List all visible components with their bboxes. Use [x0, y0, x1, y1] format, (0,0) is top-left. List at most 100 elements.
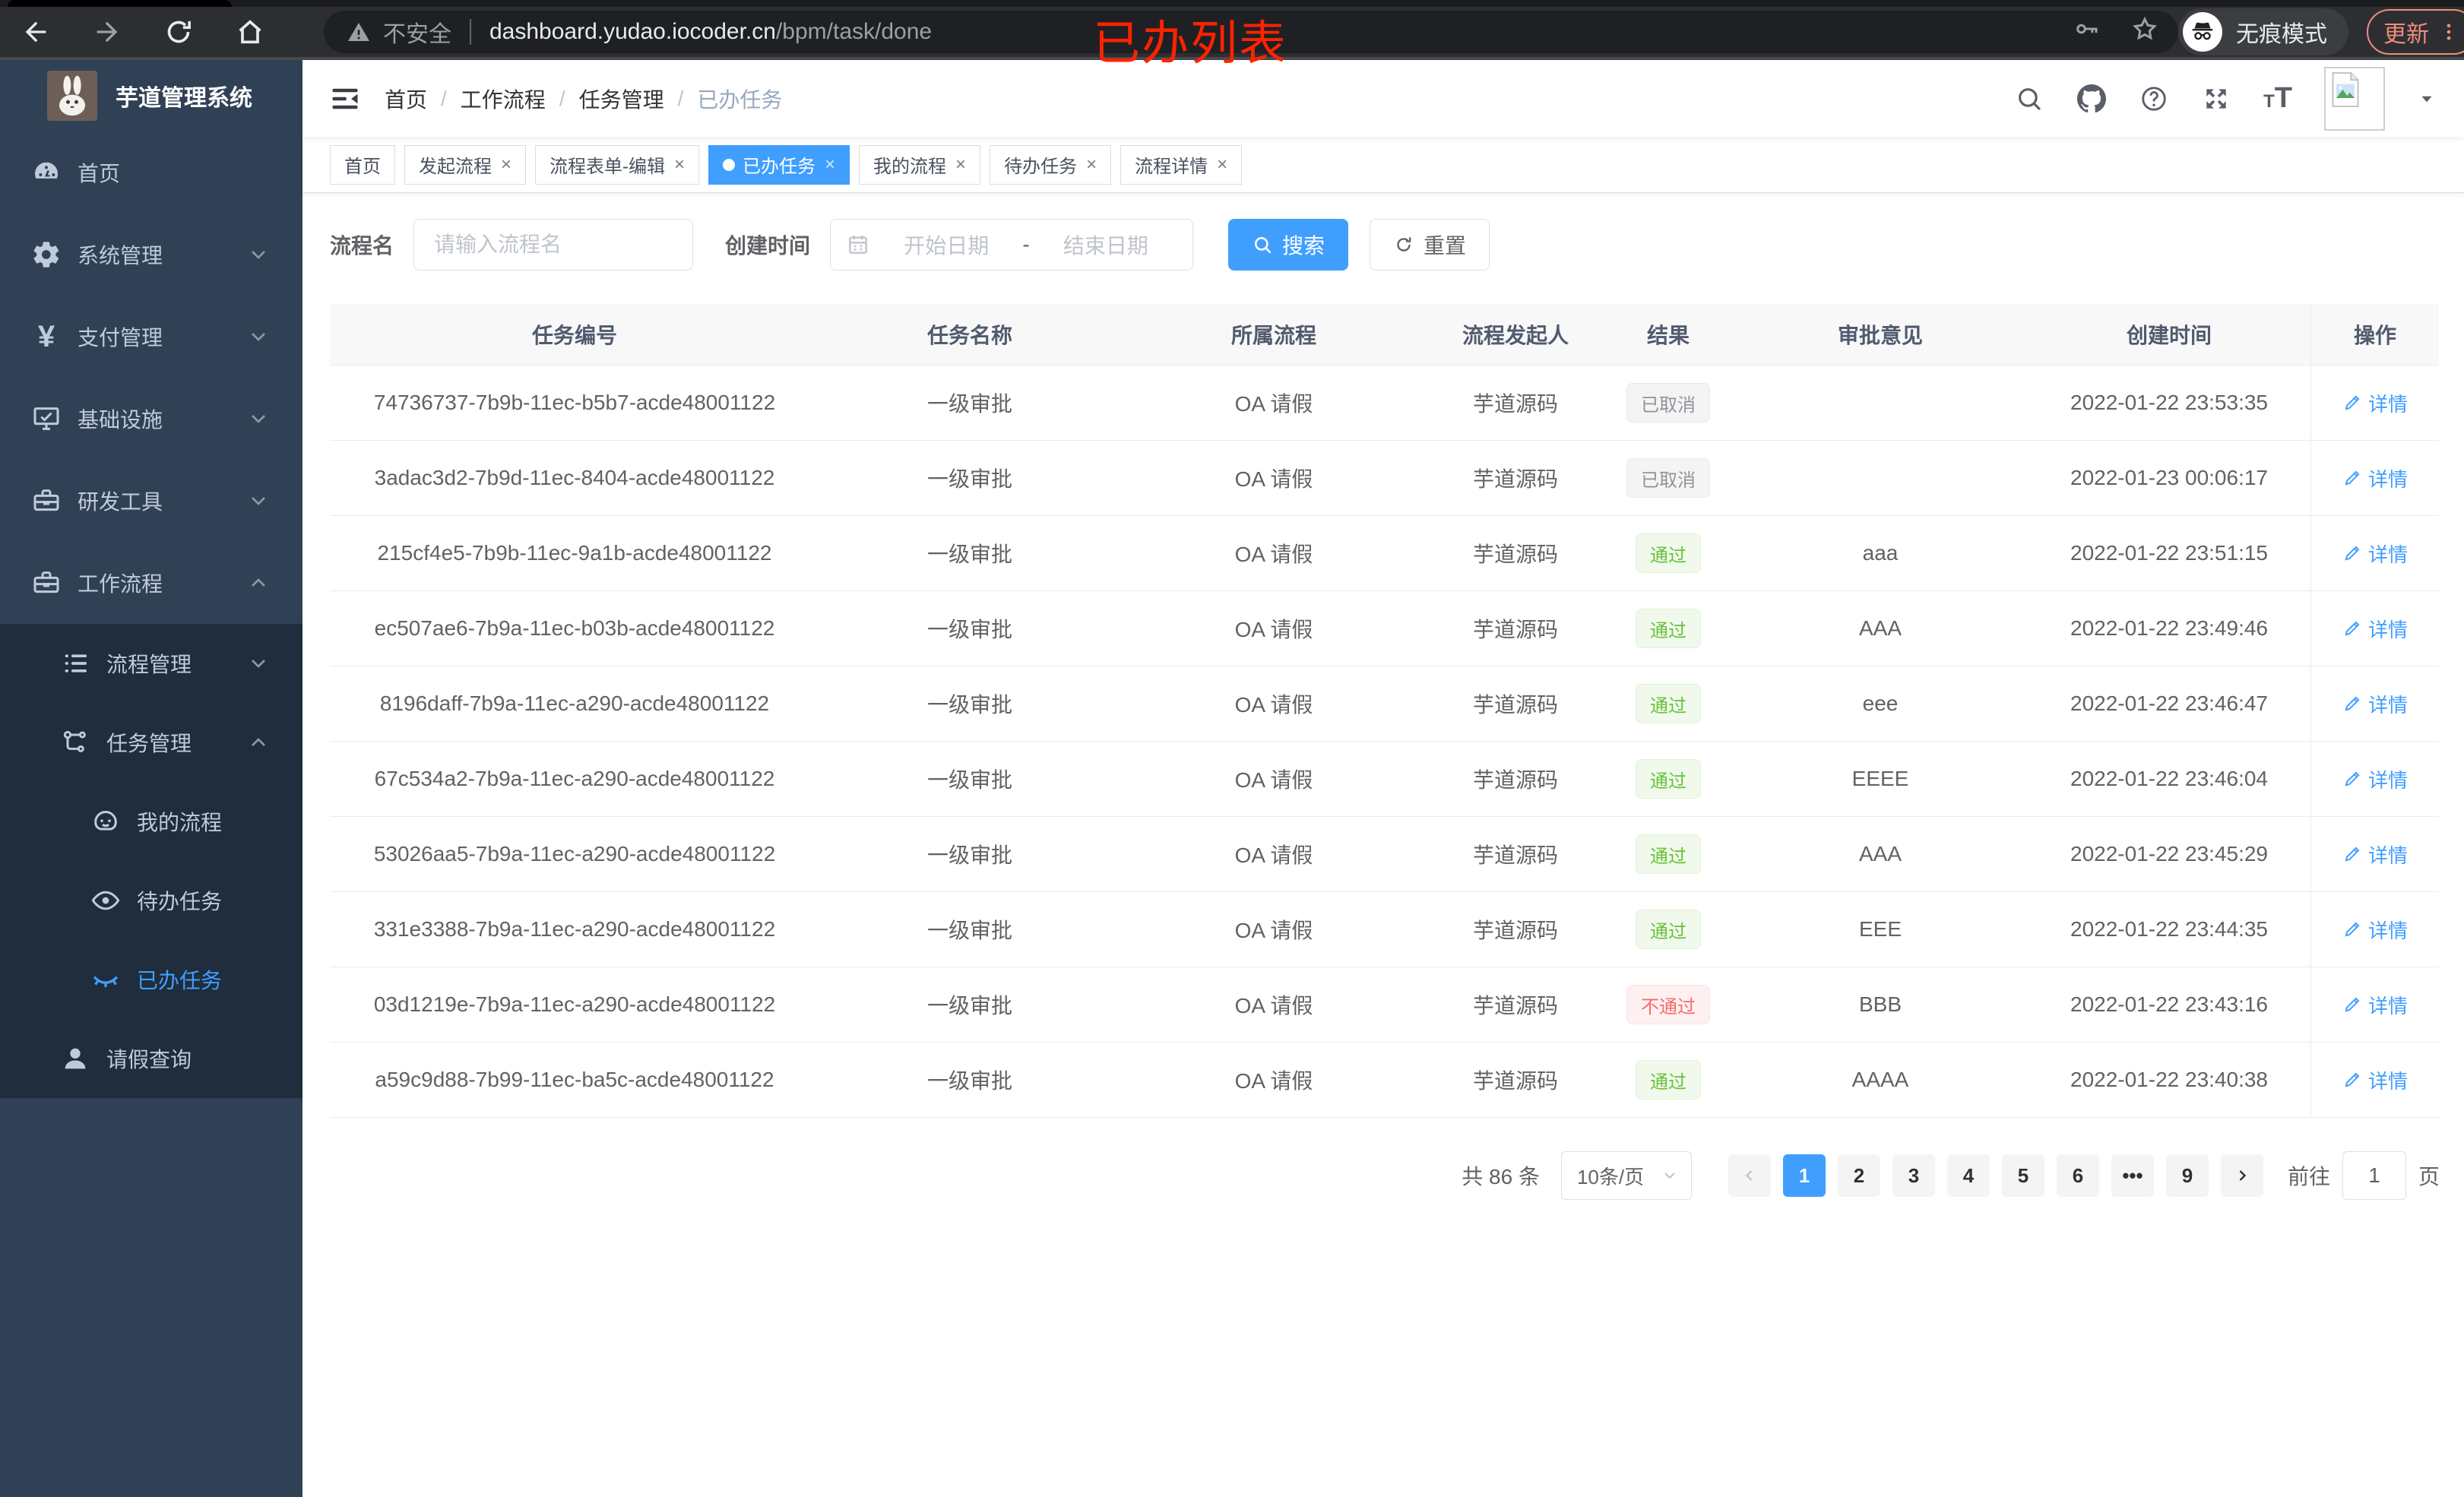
security-label[interactable]: 不安全 [383, 22, 451, 47]
detail-link[interactable]: 详情 [2342, 540, 2408, 568]
chevron-down-icon [246, 242, 271, 267]
sidebar-item-payment[interactable]: ¥ 支付管理 [0, 296, 302, 378]
help-icon[interactable] [2139, 84, 2169, 114]
breadcrumb-item-3[interactable]: 任务管理 [578, 87, 664, 112]
process-cell: OA 请假 [1234, 843, 1313, 867]
detail-link[interactable]: 详情 [2342, 916, 2408, 944]
tab-待办任务[interactable]: 待办任务 × [990, 144, 1112, 185]
reload-button[interactable] [163, 16, 195, 48]
starter-cell: 芋道源码 [1472, 618, 1558, 641]
search-button[interactable]: 搜索 [1228, 219, 1349, 271]
bookmark-star-icon[interactable] [2131, 15, 2158, 49]
detail-link[interactable]: 详情 [2342, 690, 2408, 718]
not-secure-warning-icon[interactable] [347, 20, 371, 44]
end-date-placeholder[interactable]: 结束日期 [1063, 234, 1148, 258]
page-button-9[interactable]: 9 [2165, 1154, 2209, 1197]
close-icon[interactable]: × [1086, 153, 1097, 175]
task-id-cell: 74736737-7b9b-11ec-b5b7-acde48001122 [373, 391, 776, 414]
page-button-4[interactable]: 4 [1946, 1154, 1990, 1197]
detail-link[interactable]: 详情 [2342, 1066, 2408, 1094]
sidebar-item-leave-query[interactable]: 请假查询 [0, 1019, 302, 1098]
next-page-button[interactable] [2220, 1154, 2263, 1197]
sidebar-item-system[interactable]: 系统管理 [0, 214, 302, 296]
range-separator: - [1022, 233, 1030, 256]
detail-link[interactable]: 详情 [2342, 464, 2408, 492]
chevron-up-icon [246, 571, 271, 595]
tab-我的流程[interactable]: 我的流程 × [859, 144, 981, 185]
tab-发起流程[interactable]: 发起流程 × [404, 144, 527, 185]
gear-icon [30, 239, 62, 271]
detail-link[interactable]: 详情 [2342, 389, 2408, 417]
tab-首页[interactable]: 首页 [330, 144, 395, 185]
sidebar-item-my-process[interactable]: 我的流程 [0, 782, 302, 861]
date-range-picker[interactable]: 开始日期 - 结束日期 [830, 219, 1194, 271]
sidebar-item-task-mgmt[interactable]: 任务管理 [0, 703, 302, 782]
page-button-6[interactable]: 6 [2056, 1154, 2099, 1197]
font-size-icon[interactable]: TT [2263, 82, 2292, 114]
sidebar-collapse-icon[interactable] [328, 82, 362, 116]
close-icon[interactable]: × [825, 153, 836, 175]
sidebar-item-devtools[interactable]: 研发工具 [0, 460, 302, 542]
password-key-icon[interactable] [2073, 15, 2101, 49]
detail-link[interactable]: 详情 [2342, 615, 2408, 643]
page-button-5[interactable]: 5 [2001, 1154, 2044, 1197]
page-button-1[interactable]: 1 [1782, 1154, 1826, 1197]
close-icon[interactable]: × [674, 153, 686, 175]
search-icon[interactable] [2014, 84, 2044, 114]
sidebar-item-done-tasks[interactable]: 已办任务 [0, 940, 302, 1019]
home-button[interactable] [234, 16, 266, 48]
task-id-cell: 03d1219e-7b9a-11ec-a290-acde48001122 [373, 992, 776, 1016]
address-bar[interactable]: 不安全 dashboard.yudao.iocoder.cn/bpm/task/… [324, 11, 2178, 53]
table-row: 03d1219e-7b9a-11ec-a290-acde48001122 一级审批… [330, 967, 2439, 1043]
table-row: 331e3388-7b9a-11ec-a290-acde48001122 一级审批… [330, 892, 2439, 967]
close-icon[interactable]: × [501, 153, 512, 175]
sidebar-item-todo-tasks[interactable]: 待办任务 [0, 861, 302, 940]
fullscreen-icon[interactable] [2201, 84, 2231, 114]
process-name-input[interactable] [413, 219, 694, 271]
sidebar-logo-row[interactable]: 芋道管理系统 [0, 60, 302, 131]
page-button-2[interactable]: 2 [1837, 1154, 1880, 1197]
page-button-3[interactable]: 3 [1892, 1154, 1935, 1197]
close-icon[interactable]: × [955, 153, 967, 175]
starter-cell: 芋道源码 [1472, 919, 1558, 942]
detail-link[interactable]: 详情 [2342, 991, 2408, 1019]
table-row: 3adac3d2-7b9d-11ec-8404-acde48001122 一级审批… [330, 441, 2439, 516]
tab-已办任务[interactable]: 已办任务 × [708, 144, 850, 185]
goto-page-input[interactable] [2342, 1151, 2406, 1200]
caret-down-icon[interactable] [2417, 89, 2437, 109]
column-header-8: 操作 [2310, 304, 2439, 365]
prev-page-button[interactable] [1728, 1154, 1771, 1197]
sidebar-item-process-mgmt[interactable]: 流程管理 [0, 624, 302, 703]
breadcrumb-item-2[interactable]: 工作流程 [460, 87, 546, 112]
close-icon[interactable]: × [1217, 153, 1228, 175]
reset-button[interactable]: 重置 [1370, 219, 1490, 271]
github-icon[interactable] [2076, 84, 2107, 114]
tab-流程详情[interactable]: 流程详情 × [1120, 144, 1243, 185]
forward-button[interactable] [91, 16, 123, 48]
task-id-cell: 3adac3d2-7b9d-11ec-8404-acde48001122 [374, 466, 775, 489]
sidebar-item-workflow[interactable]: 工作流程 [0, 542, 302, 624]
start-date-placeholder[interactable]: 开始日期 [904, 234, 990, 258]
tab-流程表单-编辑[interactable]: 流程表单-编辑 × [535, 144, 700, 185]
detail-link[interactable]: 详情 [2342, 840, 2408, 869]
more-pages-button[interactable]: ••• [2111, 1154, 2154, 1197]
update-button[interactable]: 更新 [2367, 9, 2464, 55]
breadcrumb-item-1[interactable]: 首页 [385, 87, 428, 112]
page-size-select[interactable]: 10条/页 [1560, 1151, 1692, 1200]
sidebar-item-home[interactable]: 首页 [0, 131, 302, 214]
sidebar-item-infra[interactable]: 基础设施 [0, 378, 302, 460]
app-logo-rabbit [47, 71, 97, 121]
breadcrumb-separator: / [559, 86, 565, 110]
back-button[interactable] [20, 16, 52, 48]
task-name-cell: 一级审批 [926, 693, 1012, 717]
sidebar-item-label: 已办任务 [137, 969, 223, 992]
browser-tab[interactable] [8, 0, 232, 7]
monitor-icon [30, 403, 62, 435]
avatar[interactable] [2324, 66, 2385, 131]
breadcrumb-separator: / [441, 86, 447, 110]
detail-link[interactable]: 详情 [2342, 765, 2408, 793]
update-label[interactable]: 更新 [2383, 22, 2429, 47]
detail-link-label: 详情 [2367, 543, 2408, 566]
pen-icon [2342, 619, 2362, 638]
